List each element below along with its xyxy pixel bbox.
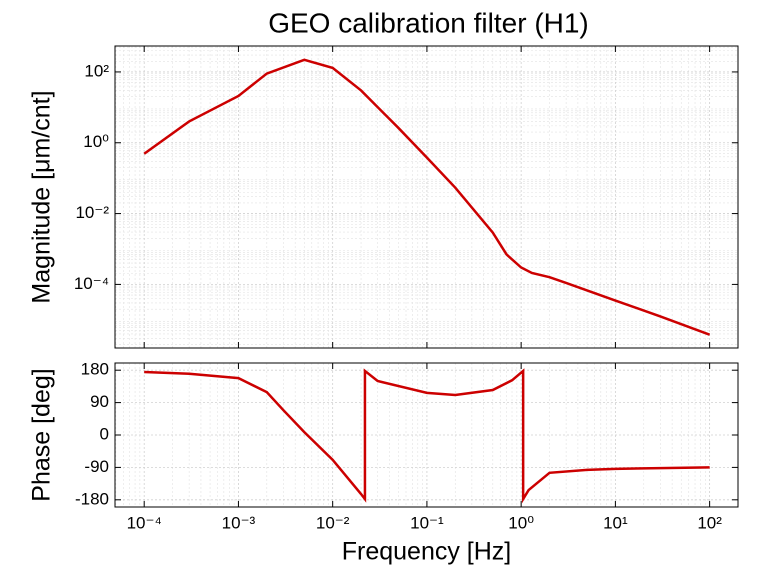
x-tick-label: 10¹ — [603, 513, 628, 532]
x-tick-label: 10⁻¹ — [410, 513, 444, 532]
x-axis-label: Frequency [Hz] — [342, 538, 512, 566]
plot-frame — [114, 45, 739, 349]
y-axis-label: Magnitude [μm/cnt] — [28, 90, 56, 303]
y-tick-label: 180 — [81, 360, 109, 379]
y-axis-label: Phase [deg] — [28, 368, 56, 501]
data-line — [144, 368, 710, 504]
x-tick-label: 10⁻⁴ — [127, 513, 162, 532]
y-tick-label: 90 — [90, 392, 109, 411]
y-tick-label: 10⁻⁴ — [74, 274, 109, 293]
plot-frame — [114, 362, 739, 508]
y-tick-label: 10² — [84, 61, 109, 80]
x-tick-label: 10⁻² — [316, 513, 350, 532]
y-tick-label: 10⁰ — [83, 132, 109, 151]
y-tick-label: 0 — [100, 424, 109, 443]
chart-title: GEO calibration filter (H1) — [268, 7, 589, 38]
x-tick-label: 10⁰ — [508, 513, 534, 532]
x-tick-label: 10⁻³ — [222, 513, 256, 532]
y-tick-label: -90 — [84, 457, 109, 476]
y-tick-label: -180 — [75, 489, 109, 508]
x-tick-label: 10² — [697, 513, 722, 532]
y-tick-label: 10⁻² — [75, 203, 109, 222]
data-line — [143, 58, 711, 336]
